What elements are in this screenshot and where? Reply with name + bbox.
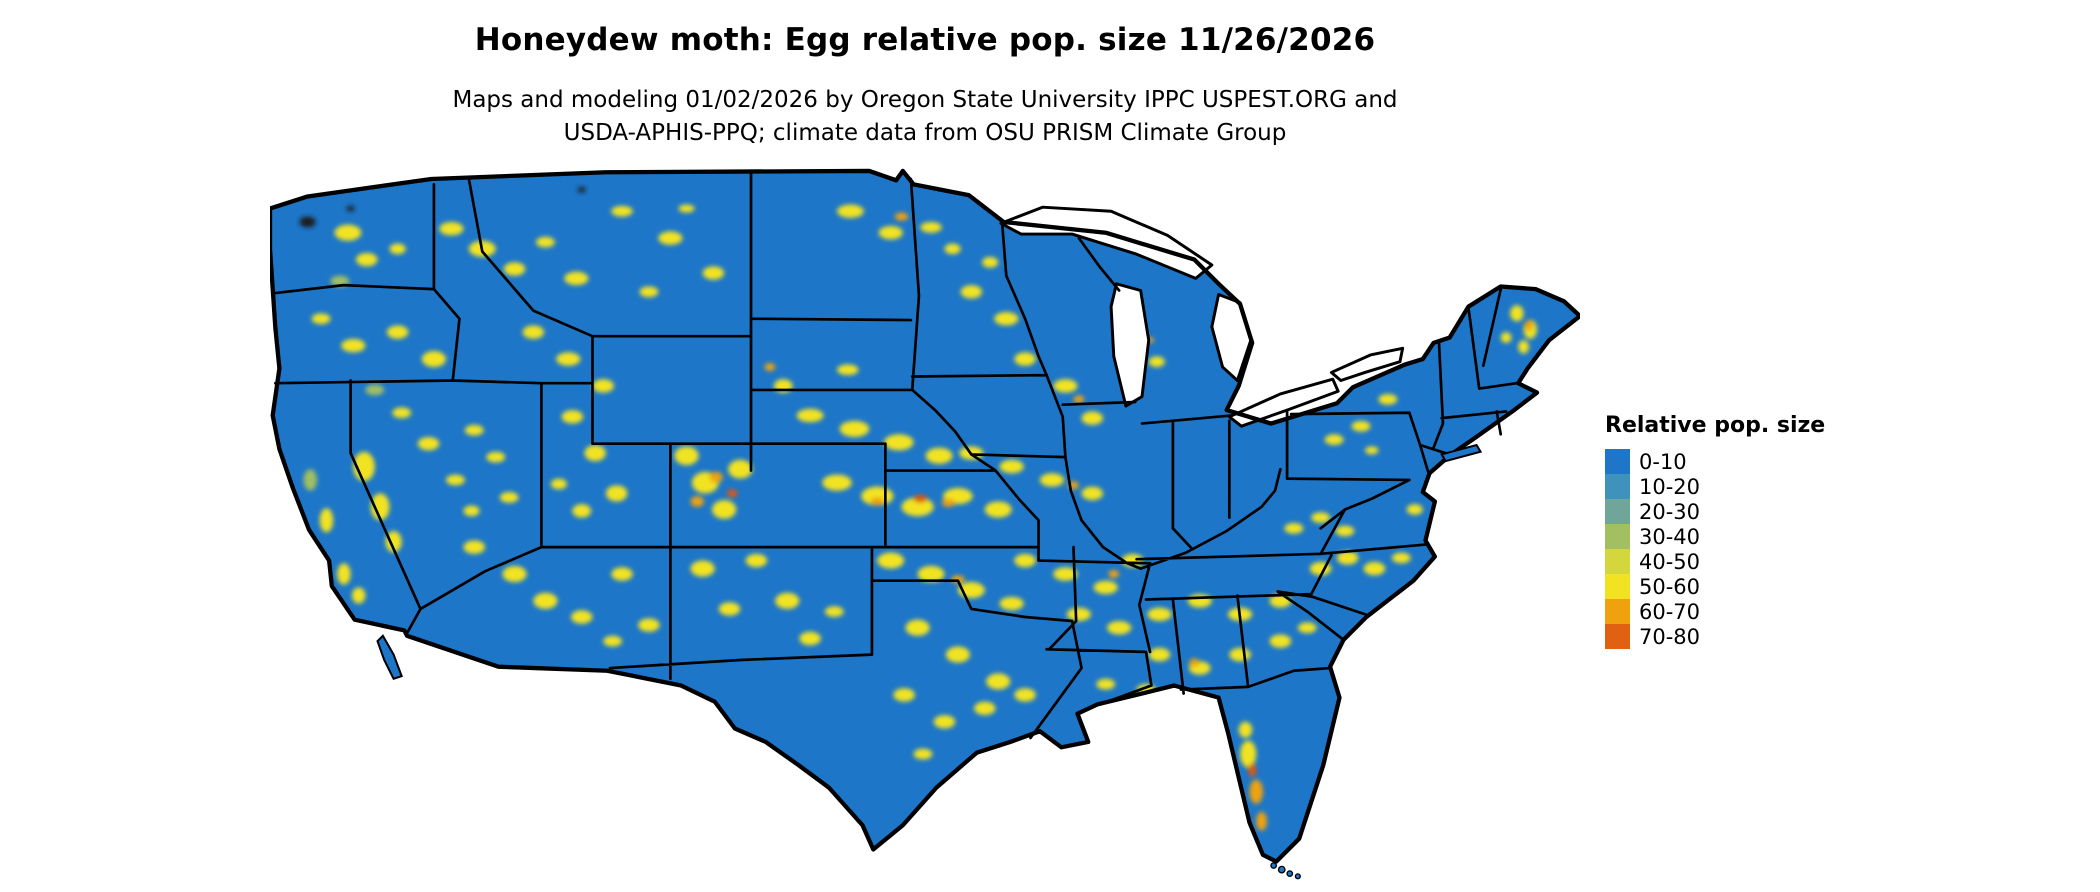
long-island xyxy=(1440,443,1483,463)
legend-items: 0-10 10-20 20-30 30-40 40-50 50-60 xyxy=(1605,449,1825,649)
legend-swatch xyxy=(1605,574,1630,599)
great-lakes xyxy=(999,205,1405,428)
legend-label: 0-10 xyxy=(1639,449,1687,474)
legend-label: 20-30 xyxy=(1639,499,1701,524)
legend-swatch xyxy=(1605,449,1630,474)
legend-item: 70-80 xyxy=(1605,624,1825,649)
legend-title: Relative pop. size xyxy=(1605,413,1826,438)
legend-swatch xyxy=(1605,474,1630,499)
coastal-islands xyxy=(376,443,1483,880)
baja-fragment xyxy=(376,634,403,681)
legend-swatch xyxy=(1605,499,1630,524)
florida-keys xyxy=(1277,865,1286,874)
legend-item: 20-30 xyxy=(1605,499,1825,524)
florida-keys xyxy=(1270,862,1278,869)
us-map xyxy=(270,168,1580,892)
map-subtitle: Maps and modeling 01/02/2026 by Oregon S… xyxy=(0,84,1850,150)
legend-label: 30-40 xyxy=(1639,524,1701,549)
legend-swatch xyxy=(1605,624,1630,649)
legend-swatch xyxy=(1605,524,1630,549)
lake-ontario xyxy=(1329,346,1405,382)
lake-erie xyxy=(1227,377,1340,428)
subtitle-line-2: USDA-APHIS-PPQ; climate data from OSU PR… xyxy=(563,120,1287,146)
population-raster xyxy=(299,187,1538,831)
legend-item: 0-10 xyxy=(1605,449,1825,474)
subtitle-line-1: Maps and modeling 01/02/2026 by Oregon S… xyxy=(452,87,1398,113)
us-map-svg xyxy=(270,168,1580,880)
legend-item: 30-40 xyxy=(1605,524,1825,549)
legend-item: 50-60 xyxy=(1605,574,1825,599)
state-borders xyxy=(272,170,1519,740)
legend-label: 50-60 xyxy=(1639,574,1701,599)
florida-keys xyxy=(1286,870,1294,877)
florida-keys xyxy=(1294,873,1301,880)
legend-item: 10-20 xyxy=(1605,474,1825,499)
legend-label: 10-20 xyxy=(1639,474,1701,499)
legend-label: 40-50 xyxy=(1639,549,1701,574)
page-title: Honeydew moth: Egg relative pop. size 11… xyxy=(474,22,1376,58)
legend-swatch xyxy=(1605,599,1630,624)
legend: Relative pop. size 0-10 10-20 20-30 30-4… xyxy=(1605,412,1825,649)
legend-item: 60-70 xyxy=(1605,599,1825,624)
legend-label: 60-70 xyxy=(1639,599,1701,624)
legend-swatch xyxy=(1605,549,1630,574)
legend-label: 70-80 xyxy=(1639,624,1701,649)
legend-item: 40-50 xyxy=(1605,549,1825,574)
